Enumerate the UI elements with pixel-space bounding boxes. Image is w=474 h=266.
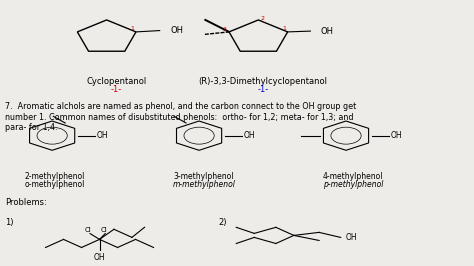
Text: 2: 2 bbox=[261, 16, 264, 21]
Text: 4-methylphenol: 4-methylphenol bbox=[323, 172, 383, 181]
Text: 2-methylphenol: 2-methylphenol bbox=[24, 172, 85, 181]
Text: OH: OH bbox=[170, 26, 183, 35]
Text: m-methylphenol: m-methylphenol bbox=[173, 180, 235, 189]
Text: 3: 3 bbox=[222, 27, 226, 32]
Text: o-methylphenol: o-methylphenol bbox=[24, 180, 85, 189]
Text: OH: OH bbox=[244, 131, 255, 140]
Text: -1-: -1- bbox=[257, 85, 269, 94]
Text: p-methylphenol: p-methylphenol bbox=[323, 180, 383, 189]
Text: OH: OH bbox=[391, 131, 402, 140]
Text: OH: OH bbox=[346, 233, 357, 242]
Text: Cl: Cl bbox=[84, 227, 91, 233]
Text: Cl: Cl bbox=[101, 227, 108, 233]
Text: (R)-3,3-Dimethylcyclopentanol: (R)-3,3-Dimethylcyclopentanol bbox=[199, 77, 328, 86]
Text: Cyclopentanol: Cyclopentanol bbox=[86, 77, 146, 86]
Text: 1: 1 bbox=[282, 26, 286, 31]
Text: Problems:: Problems: bbox=[5, 198, 46, 207]
Text: OH: OH bbox=[94, 253, 105, 262]
Text: -1-: -1- bbox=[110, 85, 122, 94]
Text: 1): 1) bbox=[5, 218, 13, 227]
Text: OH: OH bbox=[321, 27, 334, 36]
Text: 7.  Aromatic alchols are named as phenol, and the carbon connect to the OH group: 7. Aromatic alchols are named as phenol,… bbox=[5, 102, 356, 132]
Text: 2): 2) bbox=[218, 218, 227, 227]
Text: OH: OH bbox=[97, 131, 109, 140]
Text: 3-methylphenol: 3-methylphenol bbox=[173, 172, 234, 181]
Text: 1: 1 bbox=[130, 26, 134, 31]
